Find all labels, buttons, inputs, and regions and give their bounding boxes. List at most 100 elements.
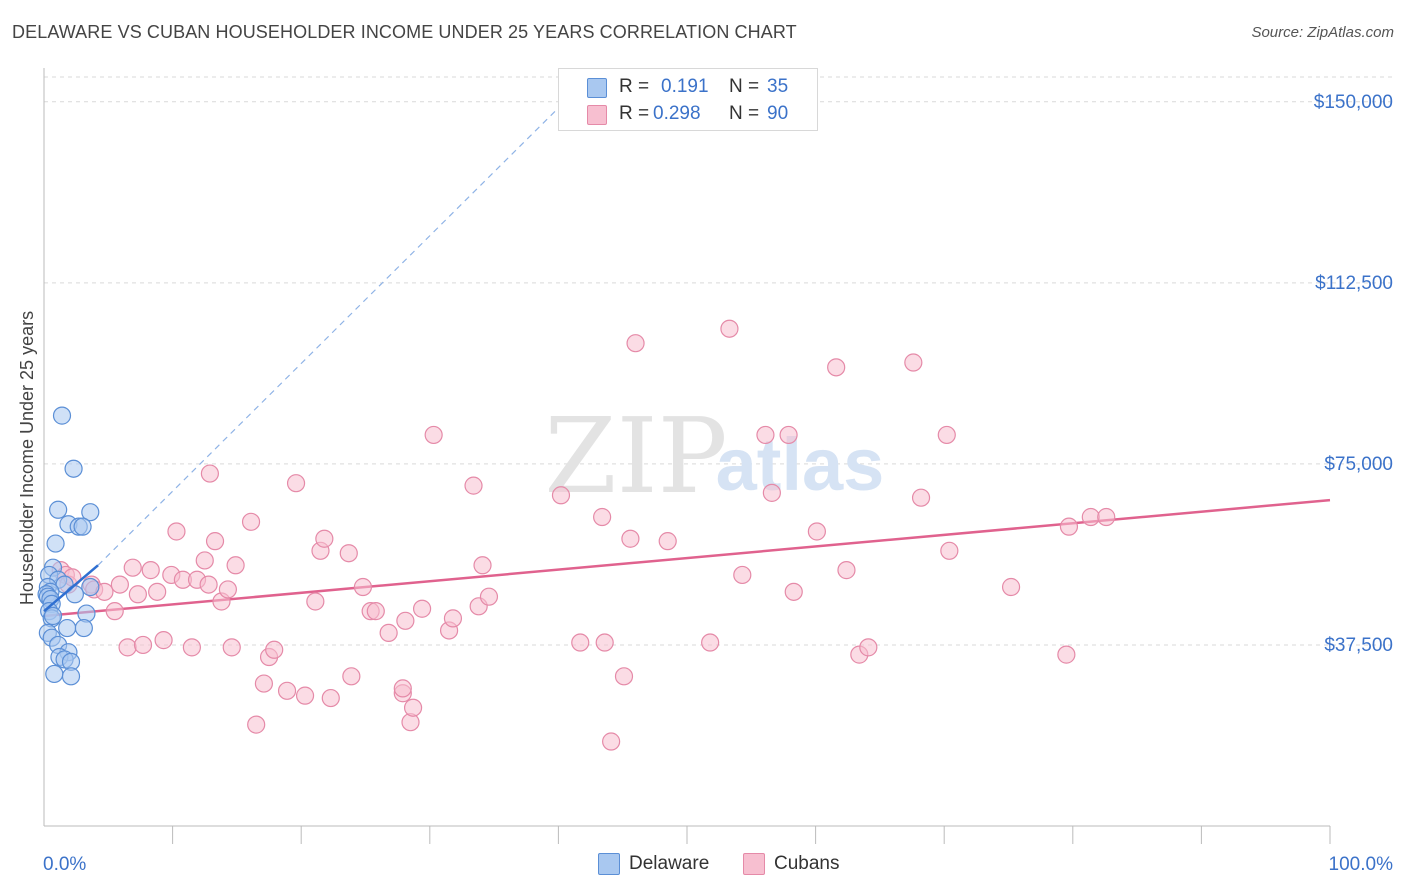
cubans-point <box>1081 507 1100 527</box>
cubans-point <box>182 638 201 657</box>
cubans-point <box>167 522 186 541</box>
cubans-point <box>593 507 612 527</box>
cubans-point <box>105 602 124 621</box>
delaware-point <box>43 606 63 626</box>
cubans-point <box>110 575 129 594</box>
cubans-point <box>859 638 878 657</box>
delaware-n-value: 35 <box>767 76 789 97</box>
cubans-point <box>118 638 137 657</box>
cubans-r-value: 0.298 <box>653 103 701 124</box>
cubans-point <box>295 686 315 705</box>
cubans-point <box>321 688 340 708</box>
delaware-point <box>49 500 68 519</box>
chart-source: Source: ZipAtlas.com <box>1251 24 1394 41</box>
cubans-point <box>199 575 218 594</box>
axes <box>43 68 1331 844</box>
cubans-point <box>621 529 640 548</box>
watermark: ZIP atlas <box>544 395 884 517</box>
axis-labels: $37,500 $75,000 $112,500 $150,000 0.0% 100.0% <box>43 92 1393 875</box>
delaware-trend-line <box>43 564 99 613</box>
cubans-point <box>464 476 483 495</box>
cubans-point <box>353 577 373 597</box>
y-tick-label: $112,500 <box>1315 273 1393 294</box>
cubans-point <box>626 334 645 353</box>
cubans-point <box>779 425 798 445</box>
correlation-legend: R = 0.191 N = 35 R = 0.298 N = 90 <box>558 68 818 131</box>
cubans-trend-line <box>43 498 1331 618</box>
x-tick-label: 0.0% <box>43 854 86 875</box>
cubans-point <box>226 556 245 575</box>
n-label: N = <box>729 103 760 124</box>
chart-title: DELAWARE VS CUBAN HOUSEHOLDER INCOME UND… <box>12 22 797 42</box>
y-tick-label: $37,500 <box>1324 635 1393 656</box>
trend-lines <box>43 82 1331 618</box>
delaware-swatch <box>598 853 620 875</box>
cubans-point <box>784 582 803 601</box>
cubans-point <box>720 319 739 338</box>
delaware-point <box>64 459 83 478</box>
cubans-point <box>658 532 677 551</box>
cubans-point <box>403 698 423 717</box>
cubans-n-value: 90 <box>767 103 789 124</box>
cubans-point <box>254 674 274 693</box>
cubans-point <box>424 425 443 445</box>
cubans-point <box>904 353 923 372</box>
cubans-point <box>807 522 826 541</box>
cubans-point <box>200 464 219 483</box>
cubans-point <box>286 474 306 493</box>
legend-label-cubans: Cubans <box>774 853 840 874</box>
delaware-point <box>81 503 100 522</box>
cubans-point <box>473 556 492 575</box>
cubans-point <box>1001 577 1021 597</box>
delaware-r-value: 0.191 <box>661 76 709 97</box>
series-legend: Delaware Cubans <box>0 852 1406 876</box>
grid-lines <box>44 76 1394 646</box>
delaware-point <box>45 664 64 684</box>
r-label: R = <box>619 103 650 124</box>
cubans-point <box>701 633 720 652</box>
cubans-point <box>379 623 398 642</box>
cubans-point <box>366 602 385 621</box>
cubans-point <box>479 587 499 606</box>
cubans-point <box>133 635 153 655</box>
cubans-point <box>148 582 167 601</box>
n-label: N = <box>729 76 760 97</box>
cubans-point <box>443 609 463 628</box>
cubans-point <box>733 565 752 585</box>
legend-row-cubans: R = 0.298 N = 90 <box>559 101 817 127</box>
delaware-point <box>81 577 100 597</box>
cubans-point <box>342 667 361 686</box>
delaware-point <box>65 585 84 604</box>
cubans-point <box>241 512 261 531</box>
cubans-point <box>937 425 956 445</box>
delaware-swatch <box>587 78 607 98</box>
cubans-point <box>339 544 358 563</box>
legend-label-delaware: Delaware <box>629 853 710 874</box>
delaware-point <box>73 517 92 536</box>
cubans-point <box>222 638 241 657</box>
cubans-point <box>762 483 781 502</box>
cubans-point <box>1097 507 1116 527</box>
cubans-point <box>827 358 846 377</box>
delaware-trend-extension <box>97 82 585 566</box>
cubans-point <box>128 585 147 604</box>
cubans-point <box>551 486 571 505</box>
cubans-point <box>393 679 412 698</box>
cubans-point <box>837 561 856 580</box>
delaware-point <box>52 406 72 425</box>
cubans-point <box>265 640 284 659</box>
cubans-point <box>1057 645 1076 664</box>
cubans-point <box>277 681 297 700</box>
cubans-point <box>195 551 214 570</box>
r-label: R = <box>619 76 650 97</box>
cubans-point <box>940 541 959 560</box>
cubans-point <box>218 580 237 599</box>
cubans-point <box>315 529 334 548</box>
cubans-point <box>154 631 173 650</box>
cubans-swatch <box>587 105 607 125</box>
cubans-point <box>571 633 590 652</box>
y-tick-label: $75,000 <box>1324 454 1393 475</box>
legend-row-delaware: R = 0.191 N = 35 <box>559 74 817 100</box>
cubans-point <box>123 558 142 577</box>
